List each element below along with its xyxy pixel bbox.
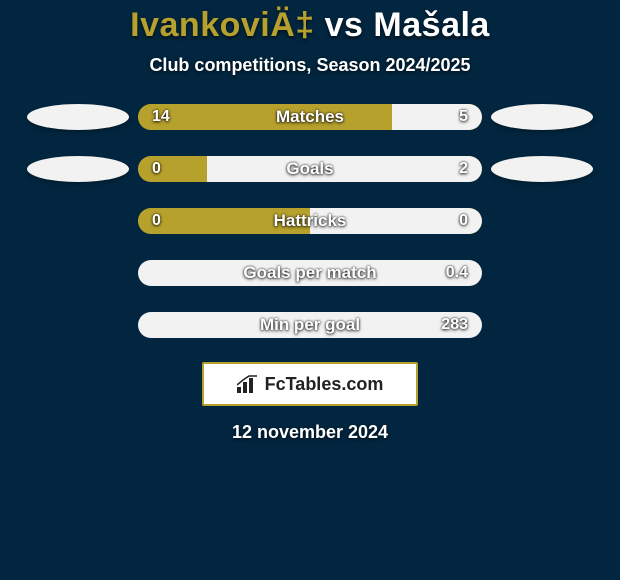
page-title: IvankoviÄ‡ vs Mašala bbox=[0, 6, 620, 45]
stats-container: 14Matches5 0Goals2 0Hattricks0 Goals per ma… bbox=[0, 102, 620, 340]
stat-row: 0Hattricks0 bbox=[0, 206, 620, 236]
bar-left-value: 0 bbox=[152, 208, 161, 234]
page: IvankoviÄ‡ vs Mašala Club competitions, … bbox=[0, 0, 620, 580]
stat-bar: 0Goals2 bbox=[138, 156, 482, 182]
left-ellipse-icon bbox=[27, 156, 129, 182]
bar-left-fill bbox=[138, 156, 207, 182]
right-ellipse-icon bbox=[491, 156, 593, 182]
bar-right-value: 5 bbox=[459, 104, 468, 130]
stat-row: Goals per match0.4 bbox=[0, 258, 620, 288]
bar-left-fill bbox=[138, 104, 392, 130]
badge-text: FcTables.com bbox=[265, 374, 384, 395]
left-side bbox=[18, 156, 138, 182]
stat-bar: 14Matches5 bbox=[138, 104, 482, 130]
left-side bbox=[18, 104, 138, 130]
title-right-name: Mašala bbox=[373, 6, 489, 44]
right-ellipse-icon bbox=[491, 104, 593, 130]
stat-row: 0Goals2 bbox=[0, 154, 620, 184]
bar-left-fill bbox=[138, 208, 310, 234]
stat-bar: Min per goal283 bbox=[138, 312, 482, 338]
bar-right-value: 0.4 bbox=[446, 260, 468, 286]
bar-chart-icon bbox=[237, 375, 259, 393]
subtitle: Club competitions, Season 2024/2025 bbox=[0, 55, 620, 76]
stat-row: 14Matches5 bbox=[0, 102, 620, 132]
source-badge[interactable]: FcTables.com bbox=[202, 362, 418, 406]
bar-right-value: 0 bbox=[459, 208, 468, 234]
stat-bar: 0Hattricks0 bbox=[138, 208, 482, 234]
bar-right-fill bbox=[310, 208, 482, 234]
right-side bbox=[482, 156, 602, 182]
bar-right-fill bbox=[207, 156, 482, 182]
bar-left-value: 14 bbox=[152, 104, 170, 130]
title-left-name: IvankoviÄ‡ bbox=[130, 6, 315, 44]
bar-label: Min per goal bbox=[138, 312, 482, 338]
bar-left-value: 0 bbox=[152, 156, 161, 182]
left-ellipse-icon bbox=[27, 104, 129, 130]
date-label: 12 november 2024 bbox=[0, 422, 620, 443]
bar-right-value: 2 bbox=[459, 156, 468, 182]
stat-bar: Goals per match0.4 bbox=[138, 260, 482, 286]
title-vs: vs bbox=[315, 6, 374, 44]
bar-label: Goals per match bbox=[138, 260, 482, 286]
stat-row: Min per goal283 bbox=[0, 310, 620, 340]
right-side bbox=[482, 104, 602, 130]
bar-right-value: 283 bbox=[441, 312, 468, 338]
bar-right-fill bbox=[392, 104, 482, 130]
